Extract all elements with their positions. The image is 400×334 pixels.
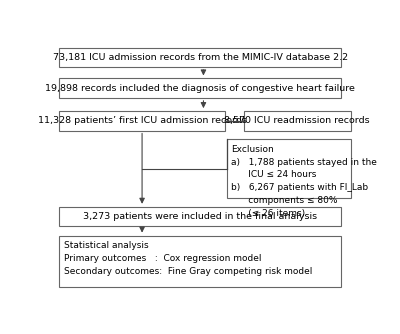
Text: 73,181 ICU admission records from the MIMIC-IV database 2.2: 73,181 ICU admission records from the MI…: [53, 53, 348, 62]
FancyBboxPatch shape: [59, 111, 225, 131]
Text: 11,328 patients’ first ICU admission records: 11,328 patients’ first ICU admission rec…: [38, 116, 247, 125]
FancyBboxPatch shape: [59, 47, 342, 67]
FancyBboxPatch shape: [59, 78, 342, 98]
Text: 8,570 ICU readmission records: 8,570 ICU readmission records: [224, 116, 370, 125]
Text: 3,273 patients were included in the final analysis: 3,273 patients were included in the fina…: [83, 212, 318, 221]
Text: 19,898 records included the diagnosis of congestive heart failure: 19,898 records included the diagnosis of…: [46, 84, 355, 93]
Text: Exclusion
a)   1,788 patients stayed in the
      ICU ≤ 24 hours
b)   6,267 pati: Exclusion a) 1,788 patients stayed in th…: [231, 145, 377, 218]
FancyBboxPatch shape: [244, 111, 351, 131]
FancyBboxPatch shape: [59, 235, 342, 287]
Text: Statistical analysis
Primary outcomes   :  Cox regression model
Secondary outcom: Statistical analysis Primary outcomes : …: [64, 241, 312, 276]
FancyBboxPatch shape: [227, 139, 351, 198]
FancyBboxPatch shape: [59, 207, 342, 226]
